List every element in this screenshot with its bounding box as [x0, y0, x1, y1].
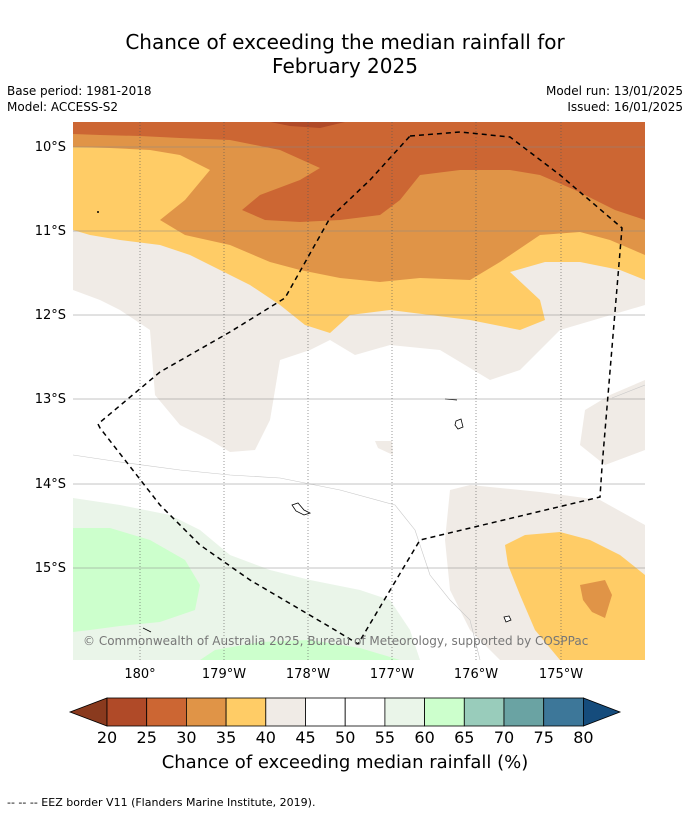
island-6: [97, 211, 99, 213]
lat-label: 15°S: [35, 561, 66, 576]
colorbar-segment: [265, 697, 306, 727]
lon-label: 175°W: [539, 667, 583, 682]
colorbar-tick-label: 50: [335, 728, 355, 747]
island-3: [503, 615, 512, 623]
lat-label: 14°S: [35, 477, 66, 492]
band-40-45-east: [580, 380, 645, 465]
colorbar-segment: [543, 697, 584, 727]
colorbar-segment: [384, 697, 425, 727]
island-1: [454, 418, 464, 430]
colorbar-tick-label: 65: [454, 728, 474, 747]
lon-label: 180°: [124, 667, 155, 682]
colorbar-segment: [424, 697, 465, 727]
lat-label: 12°S: [35, 308, 66, 323]
band-60-65: [73, 528, 200, 632]
band-20-25: [270, 122, 345, 128]
colorbar-segment: [185, 697, 227, 727]
contour-line-1: [73, 454, 481, 660]
lat-label: 13°S: [35, 392, 66, 407]
gridlines: [73, 122, 645, 660]
colorbar-segment: [463, 697, 505, 727]
colorbar-extend-high: [583, 697, 622, 727]
lon-label: 176°W: [454, 667, 498, 682]
colorbar-title: Chance of exceeding median rainfall (%): [161, 752, 529, 773]
lat-label: 10°S: [35, 140, 66, 155]
base-period: Base period: 1981-2018: [7, 84, 152, 98]
band-30-35-southeast: [580, 580, 612, 618]
band-35-40-southeast: [505, 532, 645, 660]
colorbar-segment: [106, 697, 148, 727]
model-run: Model run: 13/01/2025: [545, 84, 683, 98]
colorbar-segment: [503, 697, 545, 727]
lat-labels: 10°S 11°S 12°S 13°S 14°S 15°S: [35, 140, 66, 576]
eez-border: [97, 131, 623, 646]
colorbar-extend-low: [68, 697, 108, 727]
colorbar-tick-label: 75: [534, 728, 554, 747]
issued-date: Issued: 16/01/2025: [567, 100, 683, 114]
colorbar-tick-label: 35: [216, 728, 236, 747]
copyright-text: © Commonwealth of Australia 2025, Bureau…: [83, 634, 588, 648]
colorbar-tick-label: 30: [176, 728, 196, 747]
lon-label: 178°W: [286, 667, 330, 682]
chart-title: Chance of exceeding the median rainfall …: [0, 30, 690, 78]
colorbar-segment: [225, 697, 267, 727]
band-40-45-patch: [375, 441, 393, 455]
island-2: [291, 502, 312, 516]
colorbar-ticks: 20 25 30 35 40 45 50 55 60 65 70 75 80: [97, 728, 594, 747]
meta-left: Base period: 1981-2018 Model: ACCESS-S2: [7, 83, 152, 115]
lon-label: 177°W: [370, 667, 414, 682]
colorbar-tick-label: 80: [573, 728, 593, 747]
colorbar-tick-label: 25: [137, 728, 157, 747]
island-5: [142, 627, 152, 633]
title-line-1: Chance of exceeding the median rainfall …: [125, 30, 565, 54]
colorbar-tick-label: 70: [494, 728, 514, 747]
colorbar-tick-label: 45: [295, 728, 315, 747]
colorbar-segment: [305, 697, 346, 727]
colorbar-tick-label: 60: [414, 728, 434, 747]
lon-label: 179°W: [202, 667, 246, 682]
colorbar-segment: [344, 697, 386, 727]
map-fill-layers: [73, 122, 645, 660]
colorbar-tick-label: 40: [256, 728, 276, 747]
colorbar-segment: [146, 697, 187, 727]
footer-note: -- -- -- EEZ border V11 (Flanders Marine…: [7, 796, 316, 809]
colorbar-tick-label: 20: [97, 728, 117, 747]
lon-labels: 180° 179°W 178°W 177°W 176°W 175°W: [124, 667, 583, 682]
lat-label: 11°S: [35, 224, 66, 239]
title-line-2: February 2025: [272, 54, 418, 78]
model-name: Model: ACCESS-S2: [7, 100, 119, 114]
band-60-65-south: [200, 640, 400, 660]
contour-line-2: [611, 384, 645, 399]
colorbar: [68, 697, 622, 727]
colorbar-tick-label: 55: [375, 728, 395, 747]
meta-right: Model run: 13/01/2025 Issued: 16/01/2025: [546, 83, 683, 115]
